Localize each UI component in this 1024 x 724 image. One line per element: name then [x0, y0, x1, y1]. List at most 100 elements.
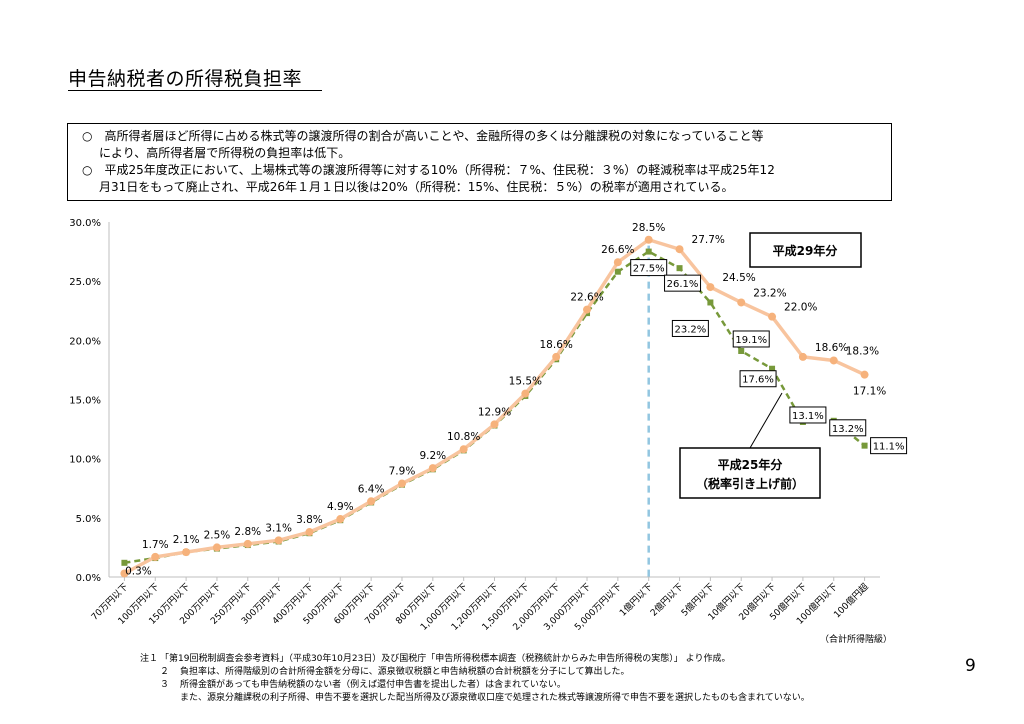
series-point-h29 — [151, 552, 160, 561]
data-label-box-h25 — [630, 259, 668, 277]
data-label-box-h25 — [671, 319, 709, 337]
data-label-box-h25 — [739, 370, 777, 388]
data-label-h29: 10.8% — [447, 431, 480, 443]
summary-note-box: ○ 高所得者層ほど所得に占める株式等の譲渡所得の割合が高いことや、金融所得の多く… — [67, 123, 892, 201]
y-tick-label: 20.0% — [69, 336, 101, 347]
data-label-h29: 15.5% — [509, 376, 542, 388]
data-label-h25: 26.1% — [667, 279, 699, 290]
series-point-h25 — [738, 347, 745, 354]
data-label-h29: 18.6% — [815, 342, 848, 354]
data-label-box-h25 — [870, 437, 908, 455]
x-axis-label: （合計所得階級） — [820, 633, 892, 645]
series-point-h29 — [798, 352, 807, 361]
y-tick-label: 25.0% — [69, 277, 101, 288]
series-point-h29 — [706, 283, 715, 292]
footnotes: 注１ 「第19回税制調査会参考資料」（平成30年10月23日）及び国税庁「申告所得… — [140, 653, 810, 705]
y-tick-label: 5.0% — [76, 514, 101, 525]
data-label-h29: 3.8% — [296, 514, 323, 526]
series-point-h29 — [274, 536, 283, 545]
y-tick-label: 0.0% — [76, 573, 101, 584]
series-point-h29 — [459, 445, 468, 454]
note-line: ○ 平成25年度改正において、上場株式等の譲渡所得等に対する10%（所得税：７%… — [82, 163, 775, 177]
series-point-h29 — [829, 356, 838, 365]
data-label-h25: 13.2% — [832, 424, 864, 435]
callout-label-h25-line2: （税率引き上げ前） — [696, 476, 804, 491]
data-label-h25: 13.1% — [792, 411, 824, 422]
callout-box-h29 — [749, 232, 862, 268]
series-point-h29 — [583, 305, 592, 314]
data-label-h29: 6.4% — [358, 483, 385, 495]
data-label-h29: 3.1% — [265, 522, 292, 534]
callout-label-h29: 平成29年分 — [773, 243, 838, 258]
series-point-h29 — [768, 312, 777, 321]
data-label-box-h25 — [732, 330, 770, 348]
footnote: ２ 負担率は、所得階級別の合計所得金額を分母に、源泉徴収税額と申告納税額の合計税額… — [160, 667, 630, 677]
data-label-h29: 18.3% — [846, 345, 879, 357]
page-number: 9 — [965, 656, 976, 676]
series-point-h29 — [305, 528, 314, 537]
note-line: 月31日をもって廃止され、平成26年１月１日以後は20%（所得税：15%、住民税… — [99, 180, 734, 194]
data-label-h29: 17.1% — [853, 386, 886, 398]
footnote: ３ 所得金額があっても申告納税額のない者（例えば還付申告書を提出した者）は含まれて… — [160, 680, 566, 690]
data-label-h25: 27.5% — [633, 264, 665, 275]
data-label-h29: 4.9% — [327, 501, 354, 513]
data-label-box-h25 — [829, 419, 867, 437]
y-tick-label: 15.0% — [69, 396, 101, 407]
series-point-h29 — [860, 370, 869, 379]
data-label-h29: 2.1% — [173, 534, 200, 546]
series-point-h29 — [397, 479, 406, 488]
series-point-h29 — [243, 539, 252, 548]
series-point-h29 — [644, 235, 653, 244]
series-point-h29 — [336, 515, 345, 524]
data-label-h29: 24.5% — [722, 272, 755, 284]
series-point-h25 — [614, 268, 621, 275]
data-label-h29: 27.7% — [692, 234, 725, 246]
data-label-h29: 22.0% — [784, 302, 817, 314]
page-title: 申告納税者の所得税負担率 — [68, 68, 303, 90]
data-label-h25: 23.2% — [674, 324, 706, 335]
data-label-h29: 0.3% — [125, 565, 152, 577]
series-point-h29 — [613, 258, 622, 267]
title-underline — [68, 90, 322, 91]
data-label-h29: 18.6% — [540, 339, 573, 351]
series-point-h29 — [182, 548, 191, 557]
data-label-h29: 22.6% — [570, 292, 603, 304]
series-point-h25 — [707, 299, 714, 306]
callout-leader-h25 — [749, 392, 783, 449]
series-point-h29 — [737, 298, 746, 307]
note-line: ○ 高所得者層ほど所得に占める株式等の譲渡所得の割合が高いことや、金融所得の多く… — [82, 129, 764, 143]
callout-box-h25 — [679, 447, 821, 499]
data-label-h29: 12.9% — [478, 406, 511, 418]
series-point-h29 — [120, 569, 129, 578]
data-label-h25: 19.1% — [735, 335, 767, 346]
data-label-h29: 26.6% — [601, 244, 634, 256]
data-label-h25: 11.1% — [873, 442, 905, 453]
series-point-h25 — [645, 248, 652, 255]
data-label-h25: 17.6% — [742, 375, 774, 386]
callout-label-h25-line1: 平成25年分 — [718, 457, 783, 472]
data-label-h29: 23.2% — [753, 287, 786, 299]
footnote: 注１ 「第19回税制調査会参考資料」（平成30年10月23日）及び国税庁「申告所得… — [140, 654, 731, 664]
series-point-h25 — [121, 559, 128, 566]
series-point-h25 — [861, 442, 868, 449]
series-point-h29 — [552, 352, 561, 361]
note-line: により、高所得者層で所得税の負担率は低下。 — [99, 146, 351, 160]
data-label-h29: 9.2% — [419, 450, 446, 462]
data-label-h29: 28.5% — [632, 222, 665, 234]
data-label-h29: 7.9% — [389, 466, 416, 478]
series-point-h29 — [428, 464, 437, 473]
data-label-box-h25 — [789, 406, 827, 424]
y-tick-label: 10.0% — [69, 455, 101, 466]
data-label-h29: 2.5% — [204, 529, 231, 541]
data-label-h29: 1.7% — [142, 539, 169, 551]
data-label-box-h25 — [664, 274, 702, 292]
series-point-h29 — [675, 245, 684, 254]
series-point-h29 — [490, 420, 499, 429]
data-label-h29: 2.8% — [234, 526, 261, 538]
series-point-h25 — [676, 265, 683, 272]
footnote: また、源泉分離課税の利子所得、申告不要を選択した配当所得及び源泉徴収口座で処理さ… — [180, 693, 810, 703]
series-point-h29 — [521, 389, 530, 398]
series-point-h29 — [367, 497, 376, 506]
series-point-h29 — [212, 543, 221, 552]
